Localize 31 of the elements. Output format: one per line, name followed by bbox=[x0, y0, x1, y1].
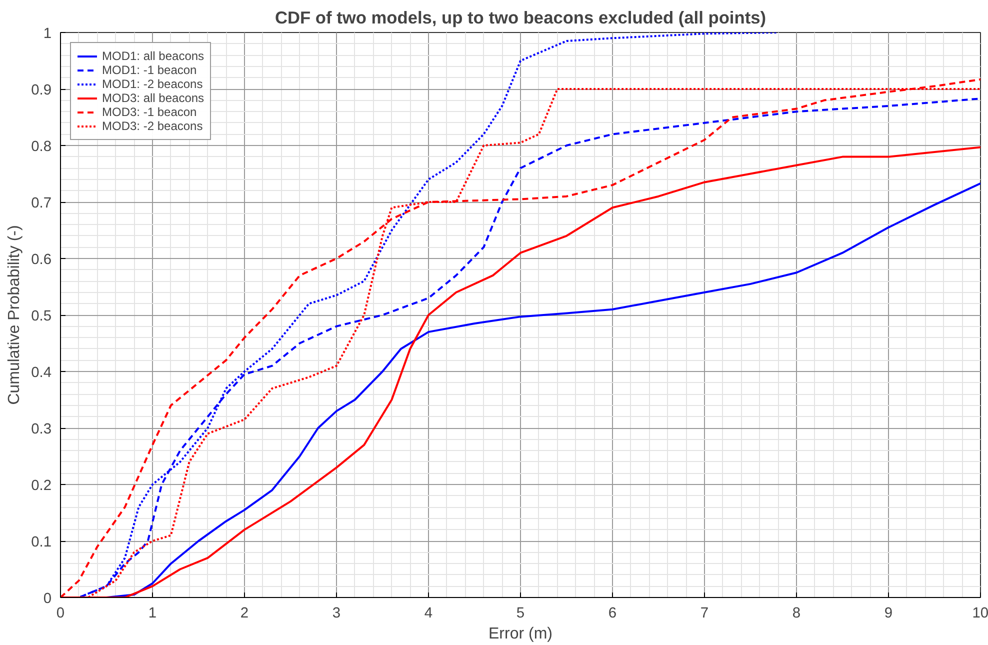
x-tick-label: 9 bbox=[884, 606, 893, 622]
y-tick-label: 0.7 bbox=[31, 196, 52, 212]
y-axis-title: Cumulative Probability (-) bbox=[6, 225, 24, 405]
legend-label: MOD3: -2 beacons bbox=[102, 119, 203, 133]
x-tick-label: 5 bbox=[516, 606, 525, 622]
y-tick-label: 1 bbox=[43, 26, 52, 42]
y-tick-label: 0.4 bbox=[31, 365, 52, 381]
y-tick-label: 0.8 bbox=[31, 139, 52, 155]
y-tick-label: 0 bbox=[43, 591, 52, 607]
legend-label: MOD1: -2 beacons bbox=[102, 77, 203, 91]
x-axis-title: Error (m) bbox=[488, 626, 552, 642]
x-tick-label: 2 bbox=[240, 606, 249, 622]
y-tick-label: 0.2 bbox=[31, 478, 52, 494]
x-tick-label: 3 bbox=[332, 606, 341, 622]
x-tick-label: 10 bbox=[972, 606, 988, 622]
x-tick-label: 4 bbox=[424, 606, 433, 622]
y-tick-label: 0.3 bbox=[31, 422, 52, 438]
x-tick-label: 0 bbox=[56, 606, 65, 622]
legend-label: MOD3: -1 beacon bbox=[102, 105, 197, 119]
legend-label: MOD1: -1 beacon bbox=[102, 63, 197, 77]
x-tick-label: 1 bbox=[148, 606, 157, 622]
y-tick-label: 0.5 bbox=[31, 308, 52, 324]
legend-label: MOD3: all beacons bbox=[102, 91, 204, 105]
legend-label: MOD1: all beacons bbox=[102, 49, 204, 63]
y-tick-label: 0.9 bbox=[31, 82, 52, 98]
y-tick-label: 0.6 bbox=[31, 252, 52, 268]
x-tick-label: 8 bbox=[792, 606, 801, 622]
x-tick-label: 6 bbox=[608, 606, 617, 622]
y-tick-label: 0.1 bbox=[31, 534, 52, 550]
chart-title: CDF of two models, up to two beacons excluded (all points) bbox=[275, 8, 766, 28]
x-tick-label: 7 bbox=[700, 606, 709, 622]
